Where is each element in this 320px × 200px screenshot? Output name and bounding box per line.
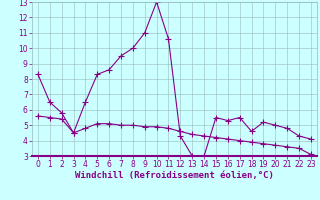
X-axis label: Windchill (Refroidissement éolien,°C): Windchill (Refroidissement éolien,°C): [75, 171, 274, 180]
